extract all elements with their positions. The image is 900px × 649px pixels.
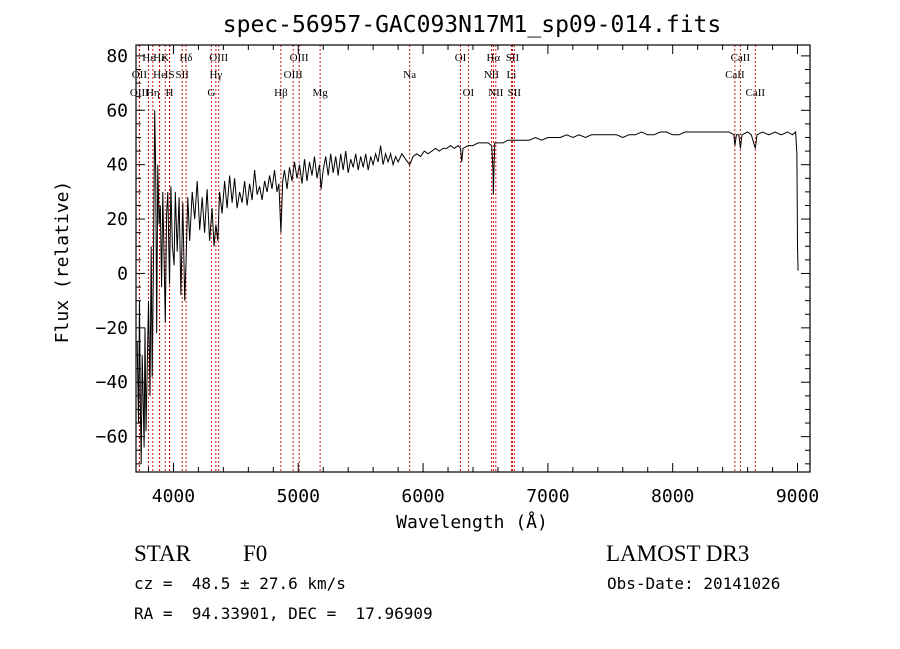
x-tick-label-9000: 9000 bbox=[776, 486, 819, 507]
x-tick-label-7000: 7000 bbox=[526, 486, 569, 507]
line-label-9: Hδ bbox=[179, 52, 192, 64]
x-tick-label-8000: 8000 bbox=[651, 486, 694, 507]
line-label-27: CaII bbox=[731, 52, 751, 64]
line-label-1: OII bbox=[132, 69, 148, 81]
line-label-16: OIII bbox=[284, 69, 303, 81]
line-label-6: K bbox=[161, 52, 169, 64]
x-tick-label-4000: 4000 bbox=[152, 486, 195, 507]
line-label-20: OI bbox=[463, 87, 475, 99]
y-tick-label--40: −40 bbox=[95, 372, 128, 393]
line-label-12: Hγ bbox=[209, 69, 222, 81]
line-label-4: He bbox=[153, 69, 166, 81]
line-label-23: NII bbox=[488, 87, 504, 99]
y-tick-label-40: 40 bbox=[106, 155, 128, 176]
line-label-10: SII bbox=[175, 69, 189, 81]
line-label-29: CaII bbox=[746, 87, 766, 99]
x-tick-label-6000: 6000 bbox=[401, 486, 444, 507]
spectrum-line bbox=[136, 110, 799, 464]
line-label-7: IS bbox=[165, 69, 175, 81]
line-label-5: Hη bbox=[146, 87, 160, 99]
spectral-line-markers bbox=[138, 45, 756, 472]
redshift-text: cz = 48.5 ± 27.6 km/s bbox=[134, 574, 346, 593]
line-label-21: Hα bbox=[486, 52, 500, 64]
line-label-18: Na bbox=[403, 69, 416, 81]
y-tick-label-0: 0 bbox=[117, 263, 128, 284]
line-label-14: Hβ bbox=[274, 87, 288, 99]
obs-date: Obs-Date: 20141026 bbox=[607, 574, 780, 593]
line-label-2: OIII bbox=[130, 87, 149, 99]
coordinates-text: RA = 94.33901, DEC = 17.96909 bbox=[134, 604, 433, 623]
spectral-line-labels: Hε OII OIII Hε He Hη K IS H Hδ SII OIII Hγ G Hβ OIII OII… bbox=[130, 52, 766, 99]
line-label-25: Li bbox=[507, 69, 517, 81]
y-axis: −60 −40 −20 0 20 40 60 80 bbox=[95, 46, 810, 465]
y-tick-label-60: 60 bbox=[106, 100, 128, 121]
line-label-28: CaII bbox=[725, 69, 745, 81]
object-subclass: F0 bbox=[243, 541, 267, 566]
line-label-13: G bbox=[207, 87, 215, 99]
y-tick-label-80: 80 bbox=[106, 46, 128, 67]
y-tick-label--60: −60 bbox=[95, 427, 128, 448]
survey-name: LAMOST DR3 bbox=[606, 541, 749, 566]
line-label-19: OI bbox=[455, 52, 467, 64]
line-label-11: OIII bbox=[209, 52, 228, 64]
plot-frame bbox=[135, 44, 811, 473]
y-tick-label-20: 20 bbox=[106, 209, 128, 230]
line-label-22: NII bbox=[484, 69, 500, 81]
y-axis-label: Flux (relative) bbox=[52, 181, 73, 344]
line-label-0: Hε bbox=[142, 52, 155, 64]
x-axis: 4000 5000 6000 7000 8000 9000 bbox=[147, 45, 819, 507]
y-tick-label--20: −20 bbox=[95, 318, 128, 339]
object-class: STAR bbox=[134, 541, 192, 566]
line-label-17: Mg bbox=[312, 87, 328, 99]
line-label-15: OIII bbox=[290, 52, 309, 64]
chart-title: spec-56957-GAC093N17M1_sp09-014.fits bbox=[223, 12, 722, 38]
line-label-8: H bbox=[165, 87, 173, 99]
line-label-26: SII bbox=[508, 87, 522, 99]
line-label-24: SII bbox=[506, 52, 520, 64]
x-axis-label: Wavelength (Å) bbox=[396, 511, 548, 533]
x-tick-label-5000: 5000 bbox=[277, 486, 320, 507]
line-label-3: Hε bbox=[153, 52, 166, 64]
